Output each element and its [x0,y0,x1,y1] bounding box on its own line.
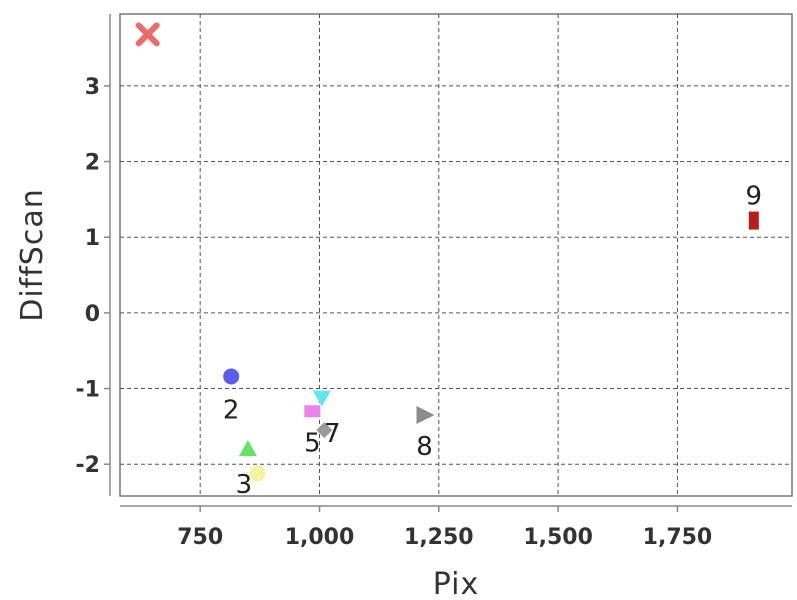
data-point-7 [316,422,333,439]
point-label: 5 [304,428,321,458]
point-label: 9 [746,182,763,212]
y-tick-label: 2 [85,151,100,176]
y-tick-label: 0 [85,302,100,327]
data-point-9 [748,211,759,230]
point-labels: 2 3 5 7 8 9 [223,182,762,501]
y-tick-label: 1 [85,226,100,251]
data-point-6 [312,390,331,407]
data-point-5 [304,405,321,418]
x-tick-label: 1,500 [523,525,593,550]
y-tick-label: -1 [76,378,100,403]
plot-area [119,13,793,497]
data-point-2 [223,368,240,385]
x-tick-label: 1,250 [404,525,474,550]
data-point-8 [416,406,435,425]
data-point-3 [238,440,257,457]
point-label: 7 [324,419,341,449]
x-tick-label: 750 [177,525,223,550]
data-point-4 [249,465,266,482]
x-tick-label: 1,000 [285,525,355,550]
grid [120,14,792,496]
point-label: 8 [416,432,433,462]
axes: 750 1,000 1,250 1,500 1,750 -2 -1 0 1 2 3 [76,14,792,550]
y-axis-title: DiffScan [15,188,50,322]
point-label: 3 [236,470,253,500]
x-axis-title: Pix [433,567,480,600]
x-tick-label: 1,750 [643,525,713,550]
data-point-1 [135,22,160,47]
point-label: 2 [223,395,240,425]
data-points [135,22,759,482]
y-tick-label: 3 [85,75,100,100]
y-tick-label: -2 [76,453,100,478]
